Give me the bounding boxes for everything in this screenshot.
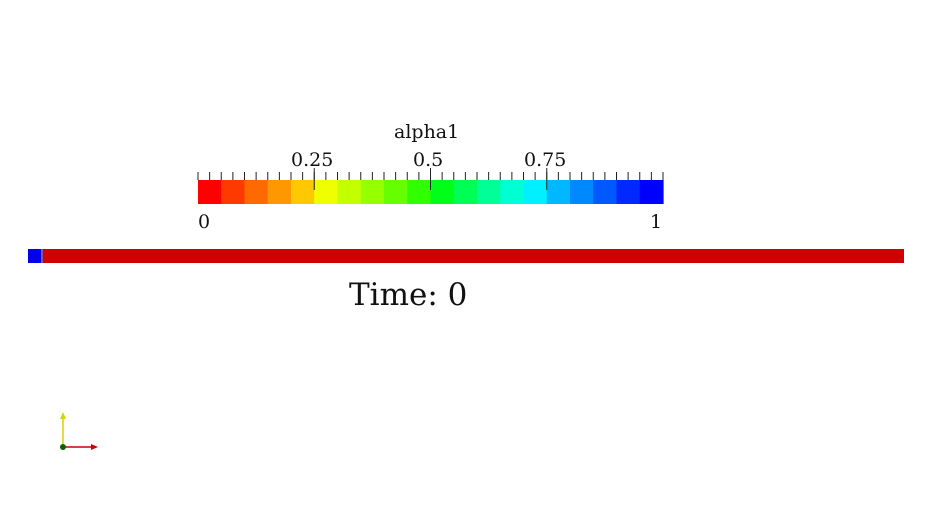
colorbar-tick-label-05: 0.5 [413,149,444,171]
colorbar-segment [291,180,315,204]
colorbar-segment [500,180,525,204]
colorbar-title: alpha1 [394,121,460,143]
colorbar-segment [453,180,478,204]
domain-left-cell [28,249,41,263]
colorbar-segment [593,180,618,204]
colorbar-segment [267,180,292,204]
colorbar-min-label: 0 [198,211,211,233]
x-axis-arrowhead [91,444,98,450]
colorbar-segment [616,180,641,204]
domain-main-region [43,249,904,263]
colorbar-segment [430,180,455,204]
colorbar-segment [639,180,664,204]
colorbar-segment [221,180,246,204]
colorbar-segment [384,180,408,204]
colorbar-segment [523,180,548,204]
colorbar-segment [337,180,362,204]
colorbar-segment [477,180,501,204]
colorbar-tick-label-025: 0.25 [291,149,334,171]
time-annotation: Time: 0 [349,277,468,313]
domain-cell-separator [41,249,43,263]
colorbar-segment [244,180,269,204]
colorbar-segment [314,180,339,204]
colorbar-segment [546,180,571,204]
colorbar-segment [407,180,432,204]
colorbar-tick-label-075: 0.75 [524,149,567,171]
colorbar-max-label: 1 [650,211,663,233]
colorbar-segment [198,180,222,204]
y-axis-arrowhead [60,412,66,419]
axes-origin-dot [60,444,66,450]
colorbar-segment [570,180,594,204]
colorbar-segment [360,180,385,204]
